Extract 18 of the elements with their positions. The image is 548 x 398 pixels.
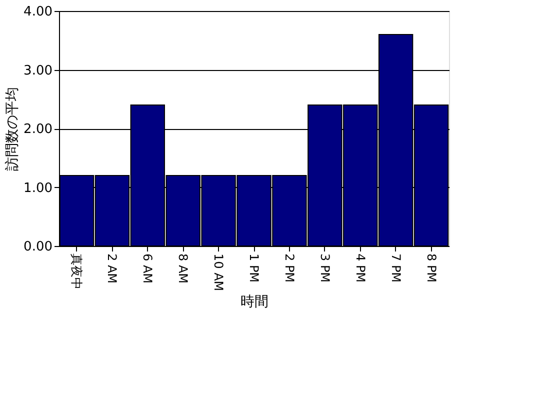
y-axis-title: 訪問数の平均 <box>4 87 21 171</box>
x-tick-label: 3 PM <box>318 254 332 283</box>
x-tick-label: 8 AM <box>176 254 190 284</box>
x-axis-title: 時間 <box>240 294 268 310</box>
x-tick-label: 7 PM <box>388 254 403 283</box>
x-tick-label: 2 PM <box>282 254 296 283</box>
y-tick-label: 2.00 <box>24 122 52 137</box>
x-tick-label: 6 AM <box>140 254 155 284</box>
y-tick-label: 4.00 <box>24 4 52 20</box>
x-tick-label: 1 PM <box>247 254 261 283</box>
x-tick-label: 8 PM <box>424 254 438 283</box>
y-tick-label: 0.00 <box>24 240 52 254</box>
x-tick-label: 10 AM <box>212 254 226 292</box>
y-tick-label: 1.00 <box>24 180 52 196</box>
x-tick-label: 2 AM <box>105 254 120 284</box>
x-tick-label: 真夜中 <box>70 254 84 290</box>
y-tick-label: 3.00 <box>24 63 52 78</box>
x-tick-label: 4 PM <box>353 254 368 283</box>
